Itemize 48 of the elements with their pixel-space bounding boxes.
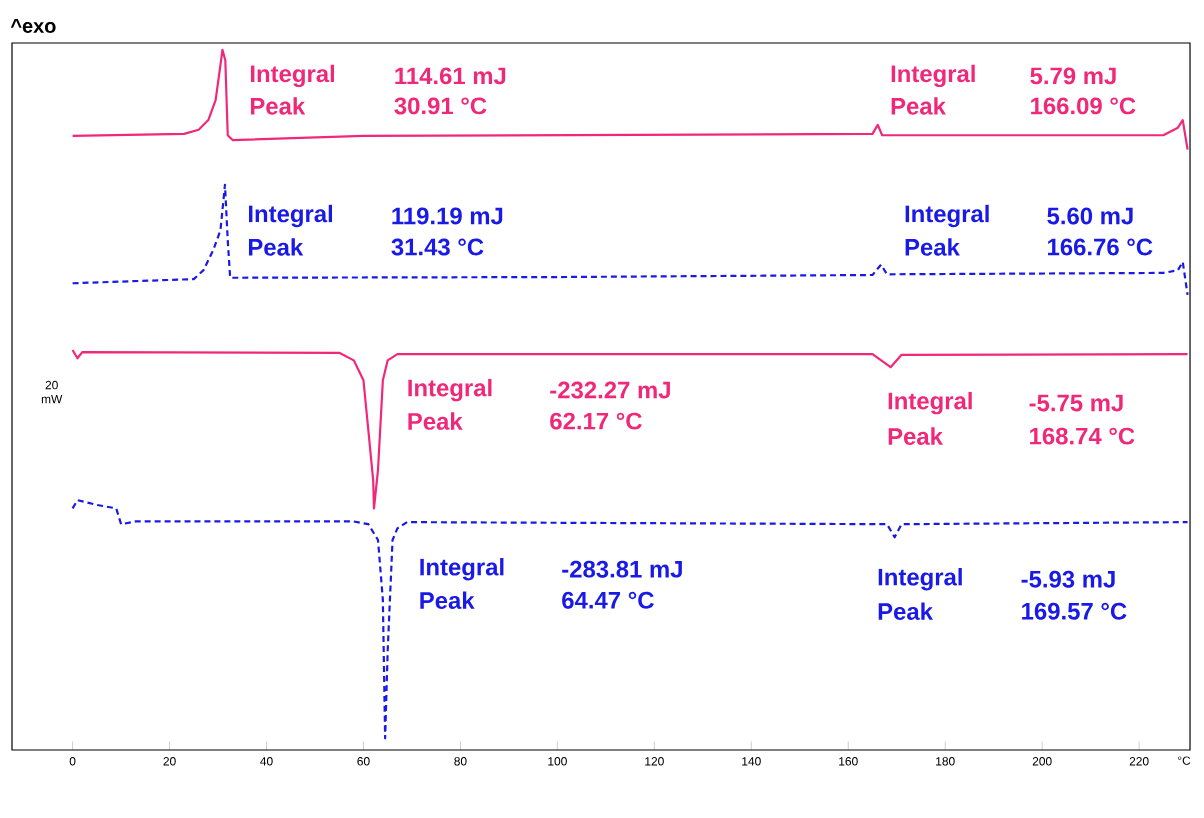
annotation: mW xyxy=(41,394,63,404)
annotation: Peak xyxy=(878,602,933,620)
annotation: Peak xyxy=(250,97,306,115)
annotation: Peak xyxy=(420,591,475,609)
annotation: 64.47 °C xyxy=(562,591,654,609)
annotation: 114.61 mJ xyxy=(395,67,506,85)
annotation: 20 xyxy=(45,380,58,390)
annotation: Integral xyxy=(420,558,504,581)
x-tick-label: 80 xyxy=(454,757,467,766)
annotation: 5.60 mJ xyxy=(1047,207,1133,225)
annotation: -232.27 mJ xyxy=(550,381,670,399)
y-axis-title: ^exo xyxy=(10,19,56,33)
x-tick-label: 140 xyxy=(742,757,761,766)
annotation: 62.17 °C xyxy=(550,412,642,430)
annotation: Peak xyxy=(888,427,943,445)
annotation: Peak xyxy=(408,412,463,430)
x-tick-label: 40 xyxy=(260,757,273,766)
x-tick-label: 60 xyxy=(357,757,370,766)
annotation: Integral xyxy=(408,378,492,402)
annotation: 166.76 °C xyxy=(1048,238,1153,256)
annotation: Integral xyxy=(248,204,333,228)
x-axis-title: °C xyxy=(1178,756,1191,765)
x-tick-label: 120 xyxy=(645,757,664,766)
x-tick-label: 100 xyxy=(548,757,567,766)
annotation: 119.19 mJ xyxy=(392,207,503,225)
annotation: Integral xyxy=(888,391,972,415)
annotation: -5.93 mJ xyxy=(1021,570,1115,588)
annotation: 169.57 °C xyxy=(1022,602,1127,620)
annotation: Peak xyxy=(248,238,304,256)
annotation: Integral xyxy=(878,568,962,591)
annotation: 5.79 mJ xyxy=(1030,67,1116,85)
x-tick-label: 160 xyxy=(839,757,858,766)
annotation: -283.81 mJ xyxy=(562,560,682,578)
annotation: Peak xyxy=(891,97,946,115)
annotation: Integral xyxy=(905,204,989,228)
x-tick-label: 180 xyxy=(936,757,955,766)
x-tick-label: 200 xyxy=(1032,757,1052,766)
x-tick-label: 220 xyxy=(1129,757,1149,766)
annotation: 168.74 °C xyxy=(1030,427,1135,445)
annotation: 166.09 °C xyxy=(1031,97,1136,115)
x-tick-label: 0 xyxy=(69,757,76,766)
annotation: Peak xyxy=(905,238,960,256)
x-tick-label: 20 xyxy=(163,757,176,766)
annotation: 31.43 °C xyxy=(391,238,484,256)
annotation: Integral xyxy=(250,64,335,88)
annotation: Integral xyxy=(891,64,975,88)
annotation: -5.75 mJ xyxy=(1029,394,1123,412)
annotation: 30.91 °C xyxy=(394,97,487,115)
